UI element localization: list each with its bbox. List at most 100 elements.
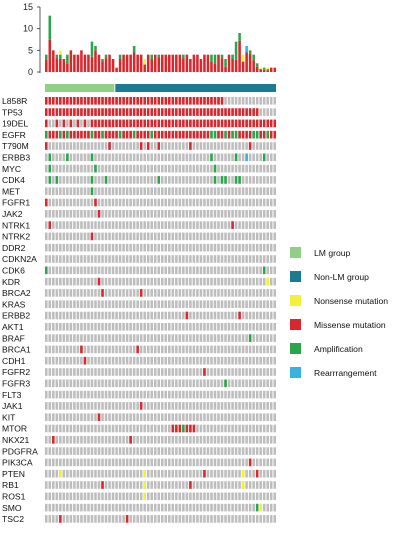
matrix-cell <box>139 390 143 399</box>
matrix-cell <box>171 413 175 421</box>
matrix-cell <box>262 243 266 252</box>
matrix-cell <box>94 413 97 421</box>
matrix-cell <box>227 402 231 410</box>
matrix-cell <box>220 492 224 501</box>
matrix-cell <box>245 515 248 523</box>
matrix-cell <box>252 97 255 105</box>
matrix-cell <box>196 356 199 365</box>
matrix-cell <box>59 436 62 444</box>
top-bar-segment <box>241 54 245 62</box>
matrix-cell <box>150 142 153 150</box>
matrix-mutation-cell <box>160 108 164 116</box>
matrix-cell <box>157 255 161 263</box>
matrix-cell <box>210 368 213 376</box>
matrix-mutation-cell <box>94 130 97 139</box>
matrix-cell <box>269 187 273 195</box>
matrix-cell <box>238 390 241 399</box>
matrix-cell <box>55 153 59 162</box>
matrix-cell <box>73 153 76 162</box>
matrix-cell <box>248 356 252 365</box>
matrix-cell <box>203 164 206 173</box>
matrix-cell <box>48 481 52 489</box>
matrix-cell <box>241 198 245 207</box>
matrix-cell <box>171 311 175 320</box>
matrix-cell <box>248 266 252 275</box>
matrix-cell <box>87 469 90 478</box>
matrix-cell <box>259 300 262 308</box>
matrix-cell <box>76 492 80 501</box>
matrix-cell <box>252 436 255 444</box>
matrix-cell <box>90 221 94 229</box>
matrix-cell <box>210 379 213 388</box>
matrix-cell <box>132 142 136 150</box>
matrix-cell <box>125 300 129 308</box>
matrix-mutation-cell <box>94 108 97 116</box>
matrix-cell <box>269 198 273 207</box>
matrix-cell <box>150 334 153 342</box>
matrix-cell <box>259 334 262 342</box>
matrix-cell <box>104 379 108 388</box>
matrix-mutation-cell <box>143 481 146 489</box>
matrix-cell <box>73 503 76 512</box>
matrix-cell <box>248 243 252 252</box>
matrix-cell <box>266 142 269 150</box>
matrix-cell <box>213 503 217 512</box>
matrix-cell <box>129 469 132 478</box>
matrix-cell <box>97 424 101 433</box>
matrix-mutation-cell <box>90 176 94 184</box>
matrix-cell <box>150 503 153 512</box>
matrix-cell <box>115 198 118 207</box>
matrix-cell <box>182 515 185 523</box>
matrix-cell <box>87 368 90 376</box>
matrix-cell <box>139 469 143 478</box>
matrix-cell <box>220 390 224 399</box>
matrix-mutation-cell <box>210 119 213 128</box>
matrix-cell <box>164 356 168 365</box>
matrix-cell <box>196 153 199 162</box>
matrix-cell <box>55 311 59 320</box>
matrix-cell <box>143 413 146 421</box>
matrix-cell <box>104 492 108 501</box>
matrix-cell <box>153 334 157 342</box>
matrix-cell <box>206 413 210 421</box>
matrix-cell <box>143 243 146 252</box>
matrix-cell <box>62 142 66 150</box>
top-bar-segment <box>185 54 189 72</box>
matrix-cell <box>192 255 196 263</box>
matrix-cell <box>160 447 164 455</box>
gene-label: KIT <box>2 412 16 422</box>
matrix-cell <box>255 323 259 331</box>
matrix-cell <box>157 402 161 410</box>
matrix-cell <box>231 390 234 399</box>
matrix-cell <box>255 334 259 342</box>
matrix-cell <box>192 266 196 275</box>
matrix-cell <box>210 255 213 263</box>
matrix-mutation-cell <box>101 481 104 489</box>
matrix-cell <box>273 97 277 105</box>
matrix-cell <box>94 368 97 376</box>
matrix-mutation-cell <box>132 130 136 139</box>
matrix-cell <box>52 515 55 523</box>
matrix-cell <box>171 266 175 275</box>
matrix-mutation-cell <box>171 130 175 139</box>
matrix-mutation-cell <box>76 97 80 105</box>
matrix-cell <box>76 300 80 308</box>
matrix-cell <box>196 232 199 241</box>
matrix-cell <box>199 345 203 354</box>
matrix-cell <box>238 436 241 444</box>
matrix-cell <box>220 447 224 455</box>
matrix-cell <box>273 266 277 275</box>
matrix-cell <box>217 436 220 444</box>
gene-label: RB1 <box>2 480 19 490</box>
matrix-cell <box>150 232 153 241</box>
gene-label: CDKN2A <box>2 254 37 264</box>
top-bar-segment <box>203 54 206 72</box>
matrix-cell <box>125 311 129 320</box>
matrix-cell <box>101 210 104 218</box>
matrix-cell <box>241 503 245 512</box>
matrix-cell <box>111 277 115 286</box>
matrix-cell <box>248 323 252 331</box>
matrix-cell <box>76 515 80 523</box>
matrix-cell <box>139 413 143 421</box>
matrix-cell <box>210 198 213 207</box>
